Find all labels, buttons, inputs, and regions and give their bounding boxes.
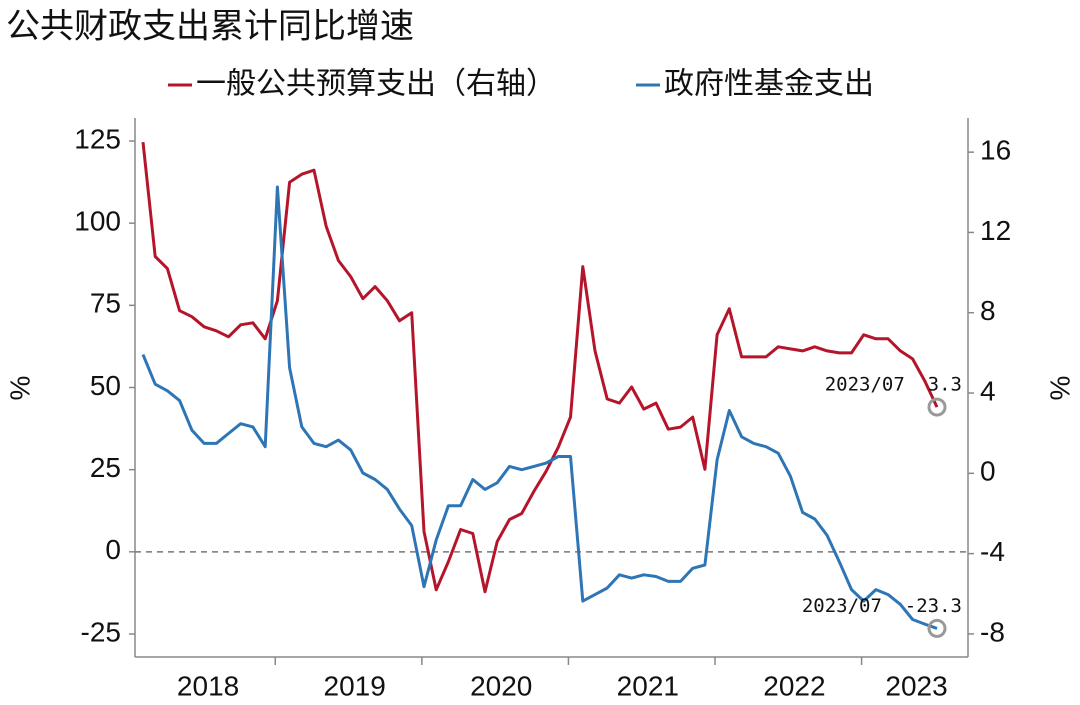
y-tick-label: 0	[105, 534, 121, 565]
x-tick-label: 2023	[885, 670, 947, 701]
series-line	[141, 141, 939, 594]
x-tick-label: 2018	[177, 670, 239, 701]
y2-tick-label: 0	[980, 456, 996, 487]
y-tick-label: 125	[74, 123, 121, 154]
y-tick-label: 100	[74, 206, 121, 237]
y2-tick-label: 16	[980, 135, 1011, 166]
y2-tick-label: 4	[980, 375, 996, 406]
y2-tick-label: 8	[980, 295, 996, 326]
y-tick-label: -25	[81, 616, 121, 647]
x-tick-label: 2022	[763, 670, 825, 701]
y-tick-label: 75	[90, 288, 121, 319]
end-marker	[927, 618, 947, 638]
series-line	[141, 185, 938, 630]
x-tick-label: 2019	[324, 670, 386, 701]
legend-label: 政府性基金支出	[664, 67, 874, 102]
y-axis-label: %	[4, 376, 35, 401]
annotation: 2023/07 3.3	[825, 374, 962, 396]
y2-axis-label: %	[1044, 376, 1075, 401]
chart-title: 公共财政支出累计同比增速	[6, 7, 414, 47]
legend-label: 一般公共预算支出（右轴）	[196, 67, 556, 102]
annotation: 2023/07 -23.3	[802, 595, 962, 617]
y-tick-label: 25	[90, 452, 121, 483]
y-tick-label: 50	[90, 370, 121, 401]
end-marker	[927, 397, 947, 417]
y2-tick-label: -8	[980, 616, 1005, 647]
x-tick-label: 2021	[617, 670, 679, 701]
x-tick-label: 2020	[470, 670, 532, 701]
y2-tick-label: -4	[980, 536, 1005, 567]
y2-tick-label: 12	[980, 215, 1011, 246]
